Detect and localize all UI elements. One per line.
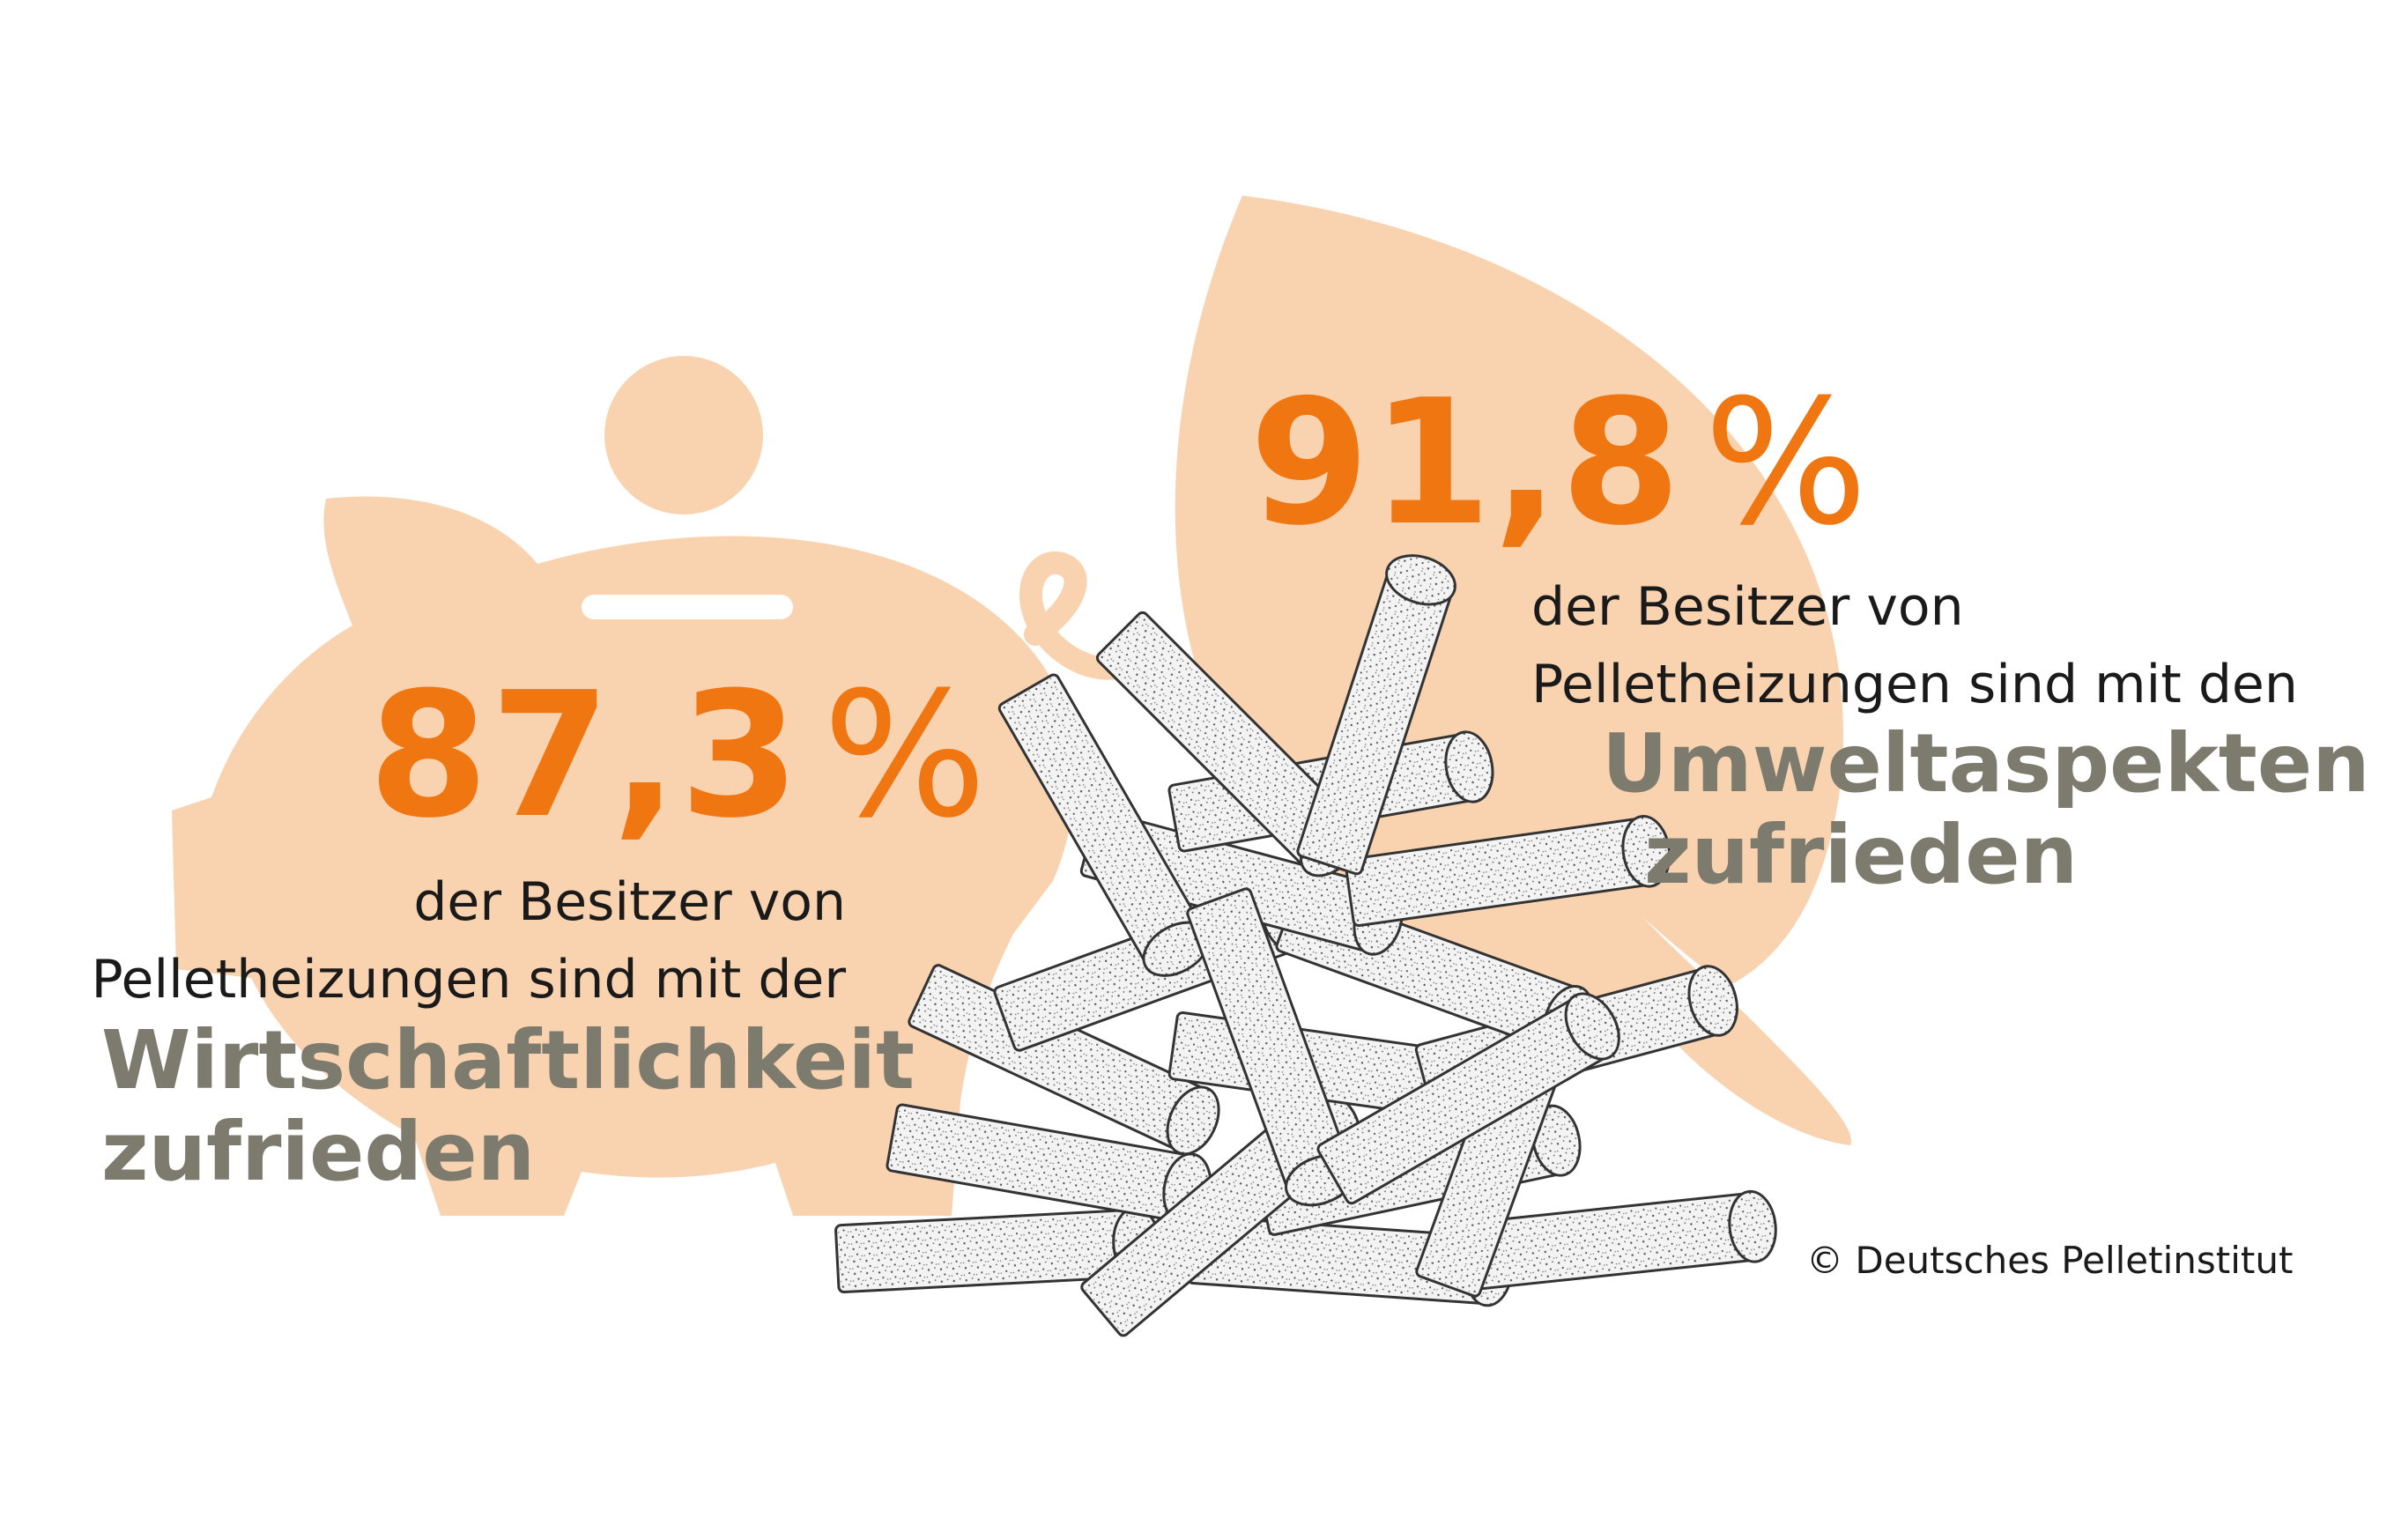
stat-left-emphasis: Wirtschaftlichkeit zufrieden	[101, 1015, 915, 1198]
stat-right-line2: Pelletheizungen sind mit den	[1531, 654, 2298, 715]
stat-left-value: 87,3%	[368, 670, 989, 842]
stat-left-line1: der Besitzer von	[413, 871, 846, 933]
stat-left-line2: Pelletheizungen sind mit der	[91, 949, 847, 1011]
piggy-bank-icon	[172, 356, 1135, 1216]
stat-right-number: 91,8	[1249, 363, 1683, 564]
stat-right-value: 91,8%	[1249, 377, 1870, 550]
stat-left-emphasis2: zufrieden	[101, 1105, 536, 1199]
stat-right-line1: der Besitzer von	[1531, 576, 1964, 638]
stat-left-number: 87,3	[368, 655, 802, 856]
stat-left-emphasis1: Wirtschaftlichkeit	[101, 1013, 915, 1107]
copyright-credit: © Deutsches Pelletinstitut	[1806, 1239, 2294, 1282]
stat-right-percent-sign: %	[1703, 363, 1870, 564]
stat-right-description: der Besitzer von Pelletheizungen sind mi…	[1531, 568, 2298, 723]
stat-right-emphasis2: zufrieden	[1644, 808, 2079, 902]
leaf-icon	[1175, 196, 1852, 1145]
stat-left-percent-sign: %	[822, 655, 989, 856]
stat-right-emphasis1: Umweltaspekten	[1602, 716, 2370, 811]
stat-left-description: der Besitzer von Pelletheizungen sind mi…	[88, 863, 847, 1018]
stat-right-emphasis: Umweltaspekten zufrieden	[1602, 718, 2370, 901]
